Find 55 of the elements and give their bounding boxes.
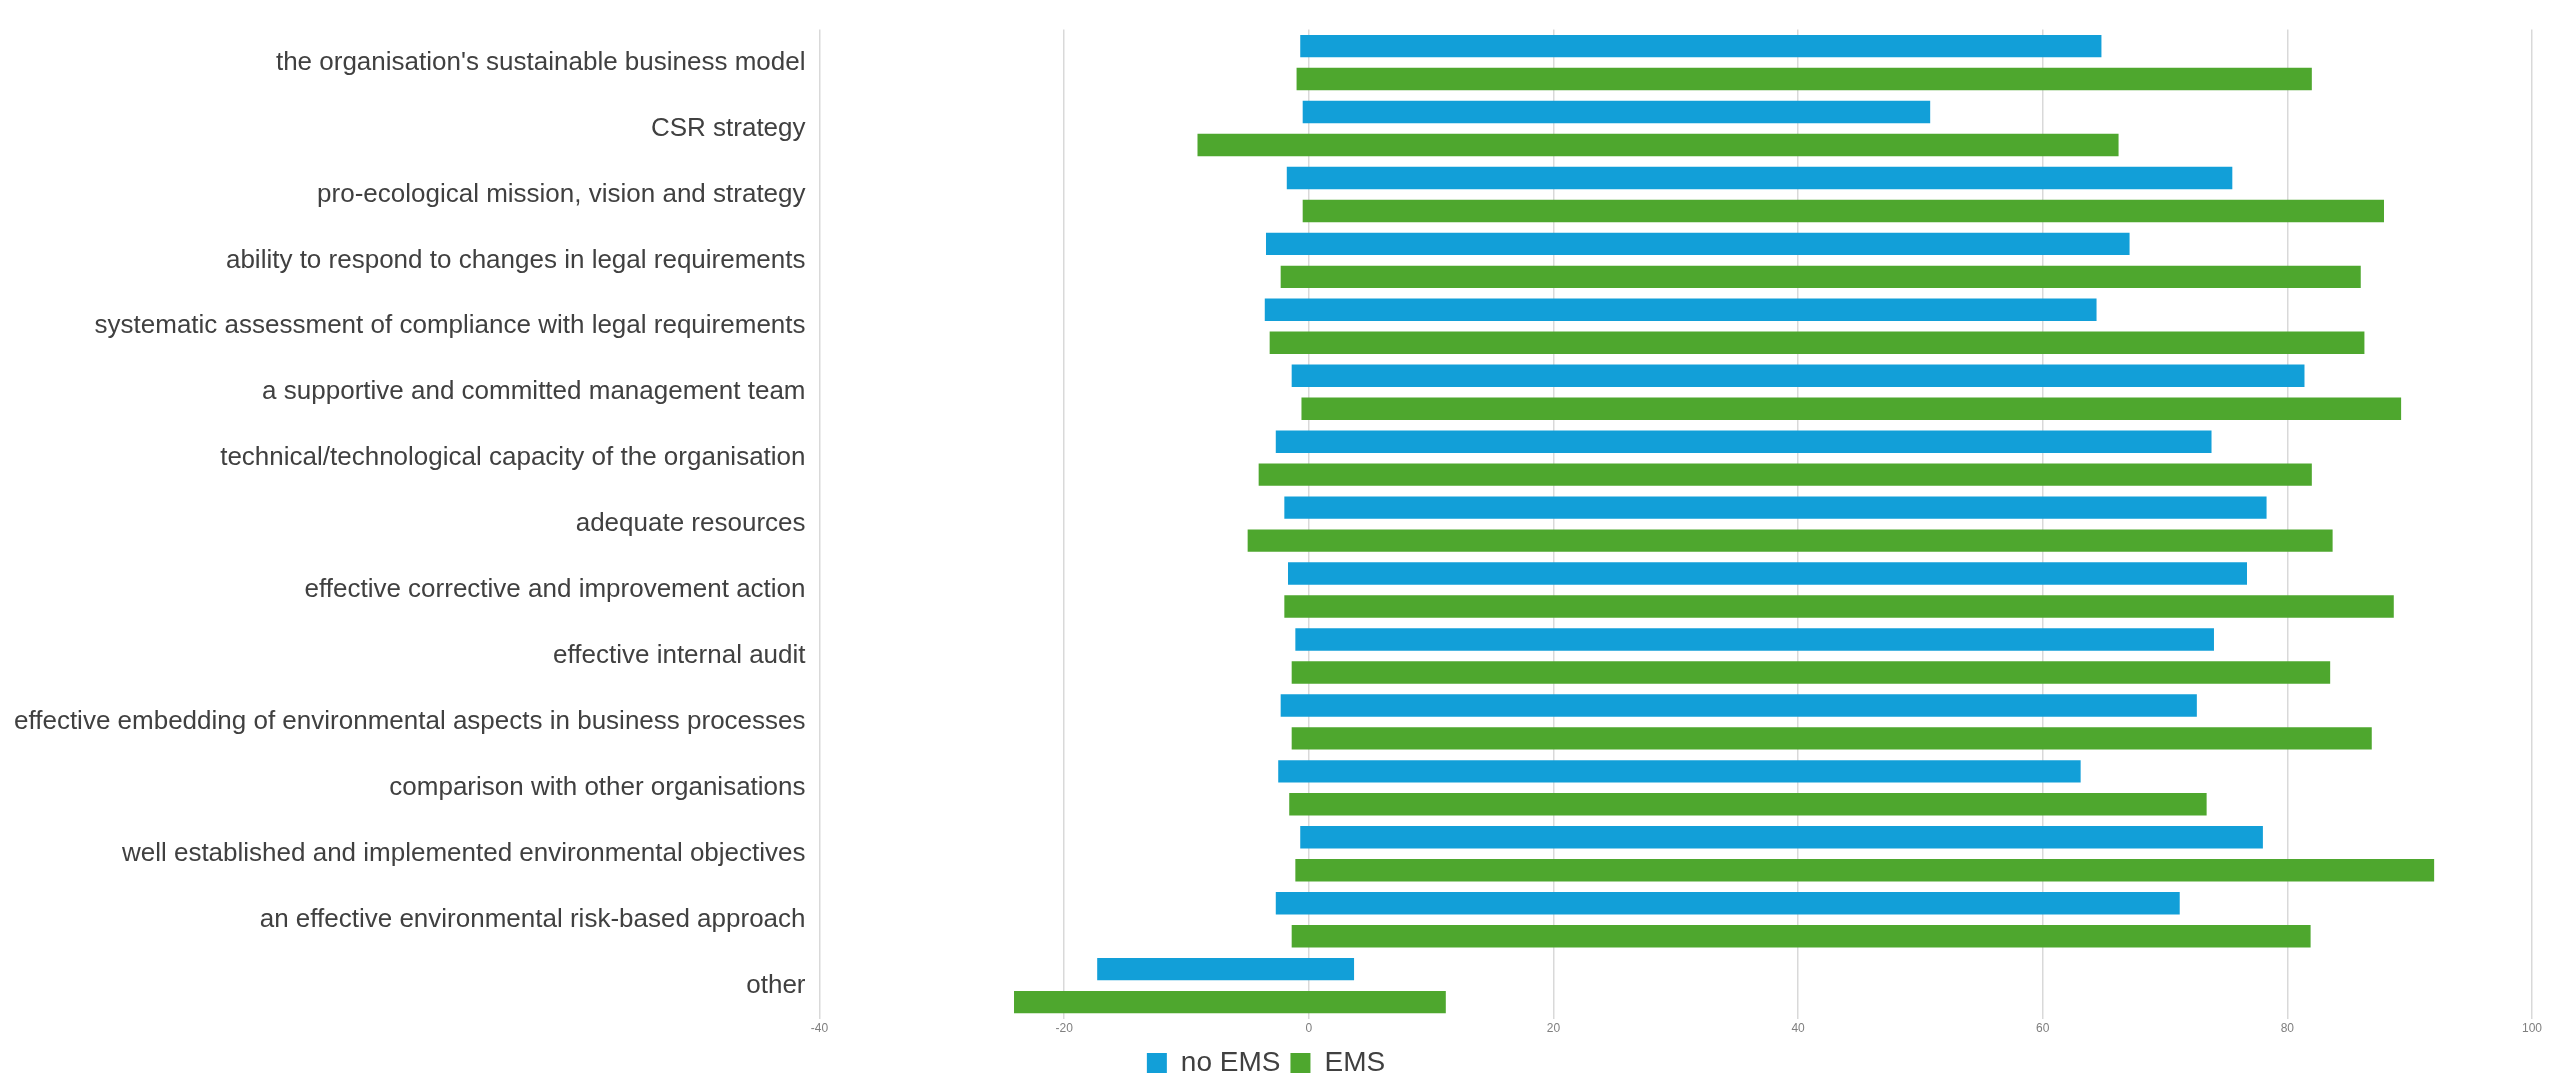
y-tick-label: adequate resources (575, 507, 806, 538)
bar (1284, 595, 2394, 618)
bar (1280, 694, 2197, 717)
bar (1300, 826, 2263, 849)
x-tick-label: 20 (1546, 1021, 1561, 1036)
bar (1291, 727, 2372, 750)
y-tick-label: technical/technological capacity of the organisation (220, 441, 806, 472)
x-tick-label: 40 (1791, 1021, 1806, 1036)
bar (1197, 133, 2119, 157)
legend-label: EMS (1324, 1045, 1386, 1077)
bar (1286, 166, 2233, 190)
bar (1291, 924, 2311, 948)
bar (1265, 232, 2130, 256)
bar (1014, 990, 1446, 1014)
y-tick-label: ability to respond to changes in legal requirements (225, 243, 806, 274)
bar (1275, 892, 2180, 915)
bar (1302, 199, 2384, 223)
bar (1302, 100, 1931, 124)
x-tick-label: 60 (2036, 1021, 2050, 1036)
bar (1291, 364, 2305, 387)
x-tick-label: 0 (1305, 1021, 1313, 1036)
y-tick-label: a supportive and committed management team (262, 375, 806, 406)
bar (1275, 430, 2212, 453)
x-tick-label: -40 (810, 1021, 829, 1036)
y-tick-label: pro-ecological mission, vision and strategy (317, 177, 806, 208)
bar (1264, 298, 2097, 322)
bar (1289, 793, 2207, 816)
bar (1258, 463, 2312, 486)
y-tick-label: an effective environmental risk-based approach (259, 902, 806, 933)
bar (1097, 957, 1355, 981)
bar (1280, 265, 2361, 289)
bar (1295, 628, 2214, 651)
y-tick-label: the organisation's sustainable business model (275, 45, 806, 76)
bar (1284, 496, 2267, 519)
bar (1247, 529, 2333, 552)
y-tick-label: effective corrective and improvement action (304, 573, 806, 604)
y-tick-label: other (746, 968, 806, 999)
y-tick-label: systematic assessment of compliance with legal requirements (94, 309, 806, 340)
bar (1300, 34, 2102, 58)
bar (1269, 331, 2365, 354)
bar (1288, 562, 2247, 585)
legend-label: no EMS (1180, 1045, 1281, 1077)
bar (1296, 67, 2312, 91)
bar (1301, 397, 2402, 420)
bar (1295, 859, 2435, 882)
bar (1291, 661, 2331, 684)
y-tick-label: comparison with other organisations (389, 771, 806, 802)
y-tick-label: well established and implemented environmental objectives (120, 836, 806, 867)
y-tick-label: effective embedding of environmental aspects in business processes (14, 705, 806, 736)
x-tick-label: -20 (1055, 1021, 1074, 1036)
x-tick-label: 100 (2521, 1021, 2543, 1036)
bar (1278, 760, 2081, 783)
y-tick-label: effective internal audit (553, 639, 807, 670)
x-tick-label: 80 (2280, 1021, 2295, 1036)
y-tick-label: CSR strategy (650, 111, 806, 142)
